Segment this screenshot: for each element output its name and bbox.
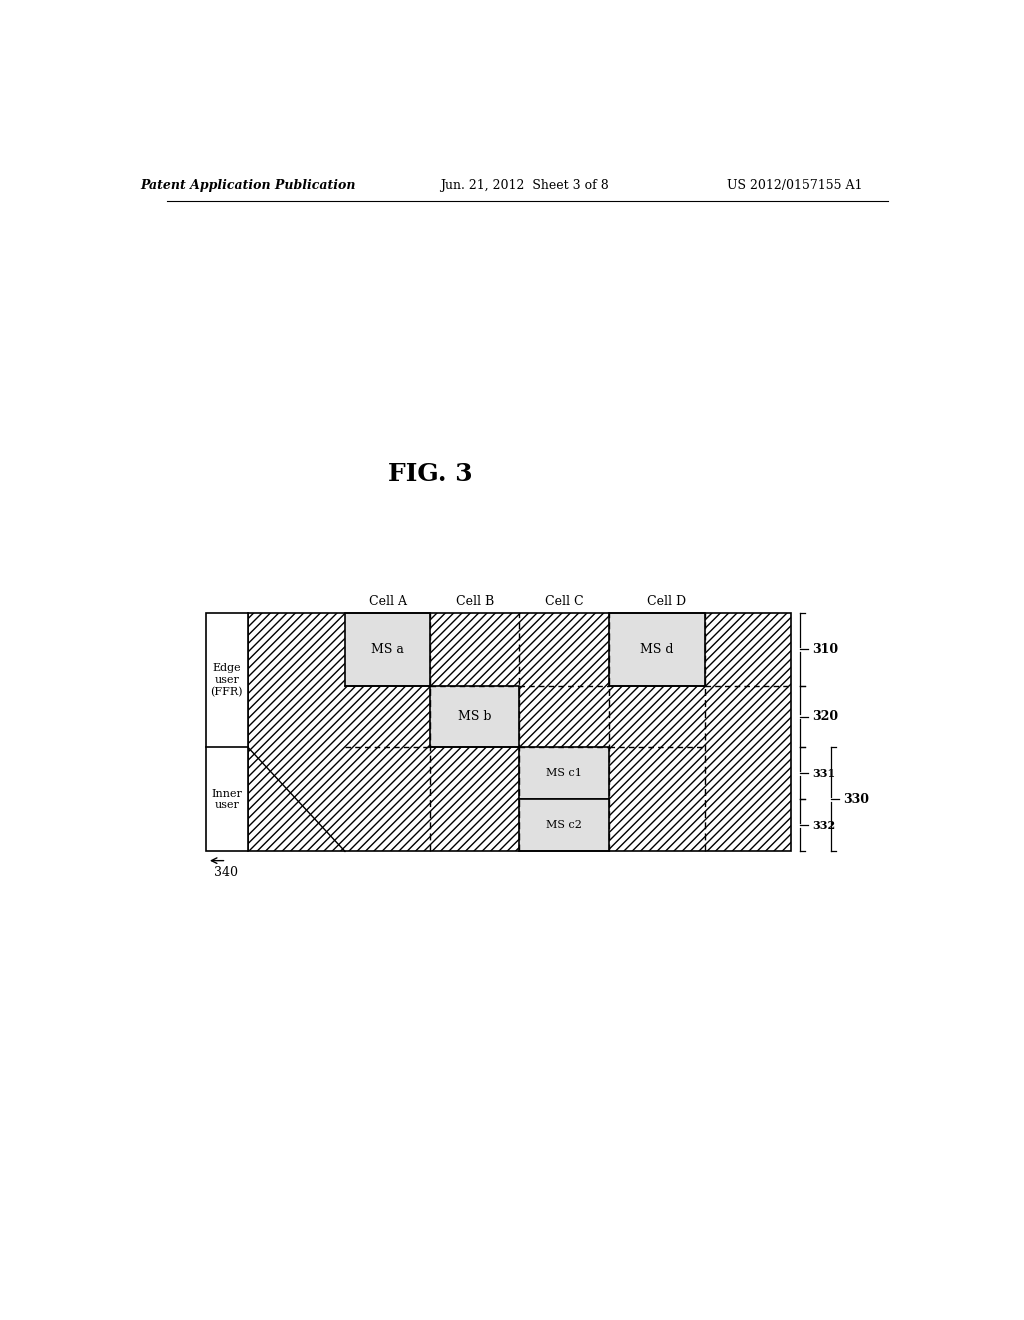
Bar [345, 612, 430, 686]
Text: MS c1: MS c1 [546, 768, 582, 779]
Text: Patent Application Publication: Patent Application Publication [140, 178, 356, 191]
Text: Cell A: Cell A [369, 594, 407, 607]
Bar [519, 800, 608, 851]
Text: Edge
user
(FFR): Edge user (FFR) [211, 663, 243, 697]
Text: MS a: MS a [371, 643, 404, 656]
Text: 332: 332 [812, 820, 836, 830]
Text: US 2012/0157155 A1: US 2012/0157155 A1 [727, 178, 862, 191]
Text: 330: 330 [844, 793, 869, 807]
Text: 310: 310 [812, 643, 839, 656]
Text: Cell C: Cell C [545, 594, 584, 607]
Bar [430, 686, 519, 747]
Bar [248, 612, 791, 851]
Text: 331: 331 [812, 768, 836, 779]
Text: 340: 340 [214, 866, 239, 879]
Text: MS c2: MS c2 [546, 821, 582, 830]
Bar [248, 612, 791, 851]
Text: FIG. 3: FIG. 3 [388, 462, 472, 486]
Text: MS b: MS b [458, 710, 492, 723]
Text: Inner
user: Inner user [211, 788, 243, 810]
Text: Cell D: Cell D [647, 594, 686, 607]
Text: Jun. 21, 2012  Sheet 3 of 8: Jun. 21, 2012 Sheet 3 of 8 [440, 178, 609, 191]
Bar [608, 612, 706, 686]
Bar [206, 612, 248, 851]
Text: 320: 320 [812, 710, 839, 723]
Bar [519, 747, 608, 800]
Text: MS d: MS d [640, 643, 674, 656]
Text: Cell B: Cell B [456, 594, 494, 607]
